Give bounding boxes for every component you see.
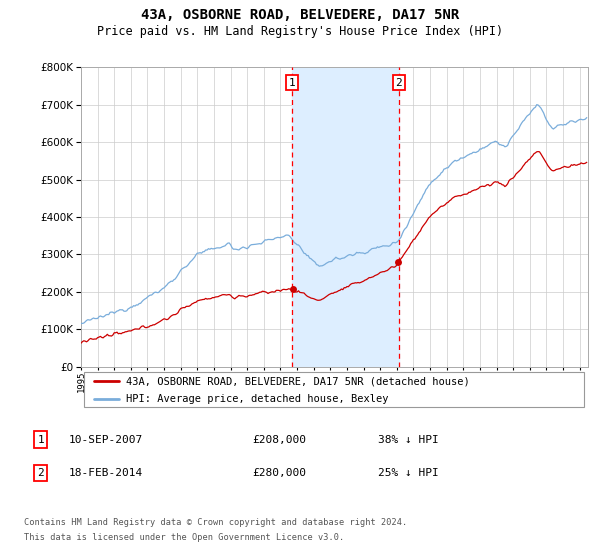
Text: Contains HM Land Registry data © Crown copyright and database right 2024.: Contains HM Land Registry data © Crown c… bbox=[24, 518, 407, 527]
Text: 25% ↓ HPI: 25% ↓ HPI bbox=[378, 468, 439, 478]
Text: 1: 1 bbox=[37, 435, 44, 445]
Text: 10-SEP-2007: 10-SEP-2007 bbox=[69, 435, 143, 445]
Text: 43A, OSBORNE ROAD, BELVEDERE, DA17 5NR (detached house): 43A, OSBORNE ROAD, BELVEDERE, DA17 5NR (… bbox=[125, 376, 469, 386]
Text: This data is licensed under the Open Government Licence v3.0.: This data is licensed under the Open Gov… bbox=[24, 533, 344, 542]
Text: £280,000: £280,000 bbox=[252, 468, 306, 478]
Bar bbox=[292, 67, 399, 367]
Text: 38% ↓ HPI: 38% ↓ HPI bbox=[378, 435, 439, 445]
Text: 2: 2 bbox=[395, 78, 402, 88]
Text: 43A, OSBORNE ROAD, BELVEDERE, DA17 5NR: 43A, OSBORNE ROAD, BELVEDERE, DA17 5NR bbox=[141, 8, 459, 22]
Text: HPI: Average price, detached house, Bexley: HPI: Average price, detached house, Bexl… bbox=[125, 394, 388, 404]
Text: £208,000: £208,000 bbox=[252, 435, 306, 445]
Text: 1: 1 bbox=[289, 78, 296, 88]
Text: Price paid vs. HM Land Registry's House Price Index (HPI): Price paid vs. HM Land Registry's House … bbox=[97, 25, 503, 38]
Text: 18-FEB-2014: 18-FEB-2014 bbox=[69, 468, 143, 478]
FancyBboxPatch shape bbox=[83, 372, 584, 407]
Text: 2: 2 bbox=[37, 468, 44, 478]
